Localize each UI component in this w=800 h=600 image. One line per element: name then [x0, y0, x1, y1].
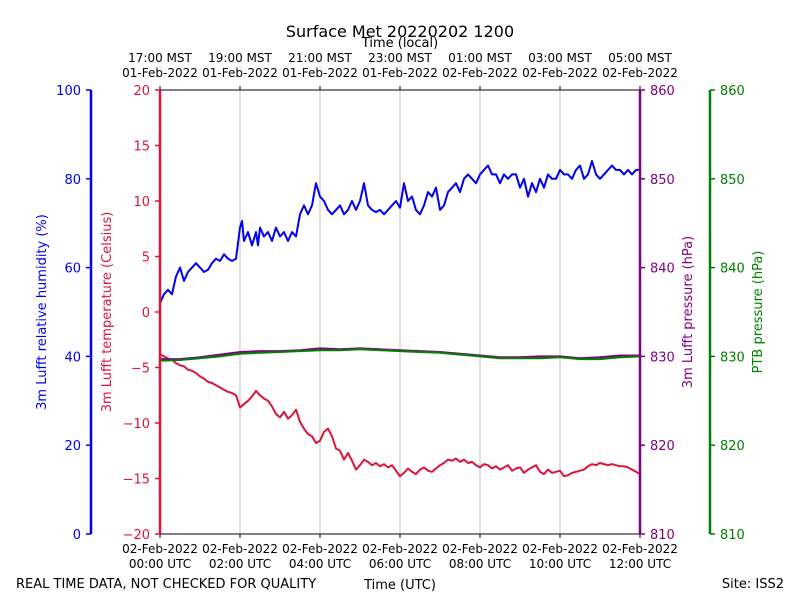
pressure-axis-tick-label: 830 [650, 350, 675, 365]
x-tick-label-date: 02-Feb-2022 [442, 542, 518, 556]
x-tick-label-time: 08:00 UTC [449, 557, 511, 571]
humidity-axis-tick-label: 20 [64, 439, 81, 454]
humidity-axis-label: 3m Lufft relative humidity (%) [35, 214, 50, 410]
x-tick-label-time: 06:00 UTC [369, 557, 431, 571]
temperature-axis-tick-label: 5 [142, 251, 150, 266]
top-tick-label-time: 21:00 MST [288, 51, 352, 65]
ptb-axis-tick-label: 810 [720, 528, 745, 543]
top-tick-label-date: 02-Feb-2022 [602, 66, 678, 80]
top-tick-label-time: 17:00 MST [128, 51, 192, 65]
temperature-axis-tick-label: −5 [131, 362, 150, 377]
footer-quality-note: REAL TIME DATA, NOT CHECKED FOR QUALITY [16, 577, 316, 592]
pressure-axis-tick-label: 810 [650, 528, 675, 543]
temperature-axis-tick-label: 10 [133, 195, 150, 210]
x-tick-label-date: 02-Feb-2022 [602, 542, 678, 556]
temperature-axis-tick-label: −20 [123, 528, 150, 543]
humidity-axis-tick-label: 100 [56, 84, 81, 99]
x-axis-label: Time (UTC) [363, 578, 436, 593]
temperature-axis-tick-label: −15 [123, 473, 150, 488]
temperature-axis-tick-label: 0 [142, 306, 150, 321]
x-tick-label-time: 02:00 UTC [209, 557, 271, 571]
top-tick-label-date: 01-Feb-2022 [362, 66, 438, 80]
top-tick-label-date: 01-Feb-2022 [122, 66, 198, 80]
temperature-series-line [159, 353, 641, 478]
humidity-axis-tick-label: 40 [64, 350, 81, 365]
pressure-axis-tick-label: 840 [650, 262, 675, 277]
top-axis-label: Time (local) [361, 36, 438, 51]
humidity-series-line [159, 160, 640, 304]
x-tick-label-date: 02-Feb-2022 [282, 542, 358, 556]
ptb-series-line [159, 348, 641, 362]
humidity-axis-tick-label: 60 [64, 262, 81, 277]
top-tick-label-date: 01-Feb-2022 [202, 66, 278, 80]
top-tick-label-time: 23:00 MST [368, 51, 432, 65]
x-tick-label-date: 02-Feb-2022 [522, 542, 598, 556]
top-tick-label-time: 01:00 MST [448, 51, 512, 65]
top-tick-label-time: 05:00 MST [608, 51, 672, 65]
pressure-axis-tick-label: 860 [650, 84, 675, 99]
vertical-gridlines [239, 90, 561, 534]
x-tick-label-time: 00:00 UTC [129, 557, 191, 571]
temperature-axis-tick-label: 20 [133, 84, 150, 99]
pressure-axis-tick-label: 820 [650, 439, 675, 454]
x-tick-label-date: 02-Feb-2022 [122, 542, 198, 556]
temperature-axis-tick-label: 15 [133, 140, 150, 155]
ptb-axis-tick-label: 850 [720, 173, 745, 188]
temperature-axis-tick-label: −10 [123, 417, 150, 432]
humidity-axis-tick-label: 80 [64, 173, 81, 188]
chart-title: Surface Met 20220202 1200 [286, 22, 514, 41]
top-tick-label-time: 03:00 MST [528, 51, 592, 65]
x-tick-label-date: 02-Feb-2022 [202, 542, 278, 556]
ptb-axis-tick-label: 820 [720, 439, 745, 454]
x-tick-label-time: 04:00 UTC [289, 557, 351, 571]
x-tick-label-time: 12:00 UTC [609, 557, 671, 571]
pressure-axis-label: 3m Lufft pressure (hPa) [681, 236, 696, 388]
x-tick-label-date: 02-Feb-2022 [362, 542, 438, 556]
ptb-axis-label: PTB pressure (hPa) [751, 251, 766, 374]
top-tick-label-date: 02-Feb-2022 [442, 66, 518, 80]
humidity-axis-tick-label: 0 [73, 528, 81, 543]
ptb-axis-tick-label: 860 [720, 84, 745, 99]
data-series [159, 160, 641, 478]
top-tick-label-time: 19:00 MST [208, 51, 272, 65]
pressure-axis-tick-label: 850 [650, 173, 675, 188]
footer-site: Site: ISS2 [722, 577, 784, 592]
top-tick-label-date: 02-Feb-2022 [522, 66, 598, 80]
temperature-axis-label: 3m Lufft temperature (Celsius) [100, 212, 115, 413]
ptb-axis-tick-label: 830 [720, 350, 745, 365]
ptb-axis-tick-label: 840 [720, 262, 745, 277]
x-tick-label-time: 10:00 UTC [529, 557, 591, 571]
top-tick-label-date: 01-Feb-2022 [282, 66, 358, 80]
